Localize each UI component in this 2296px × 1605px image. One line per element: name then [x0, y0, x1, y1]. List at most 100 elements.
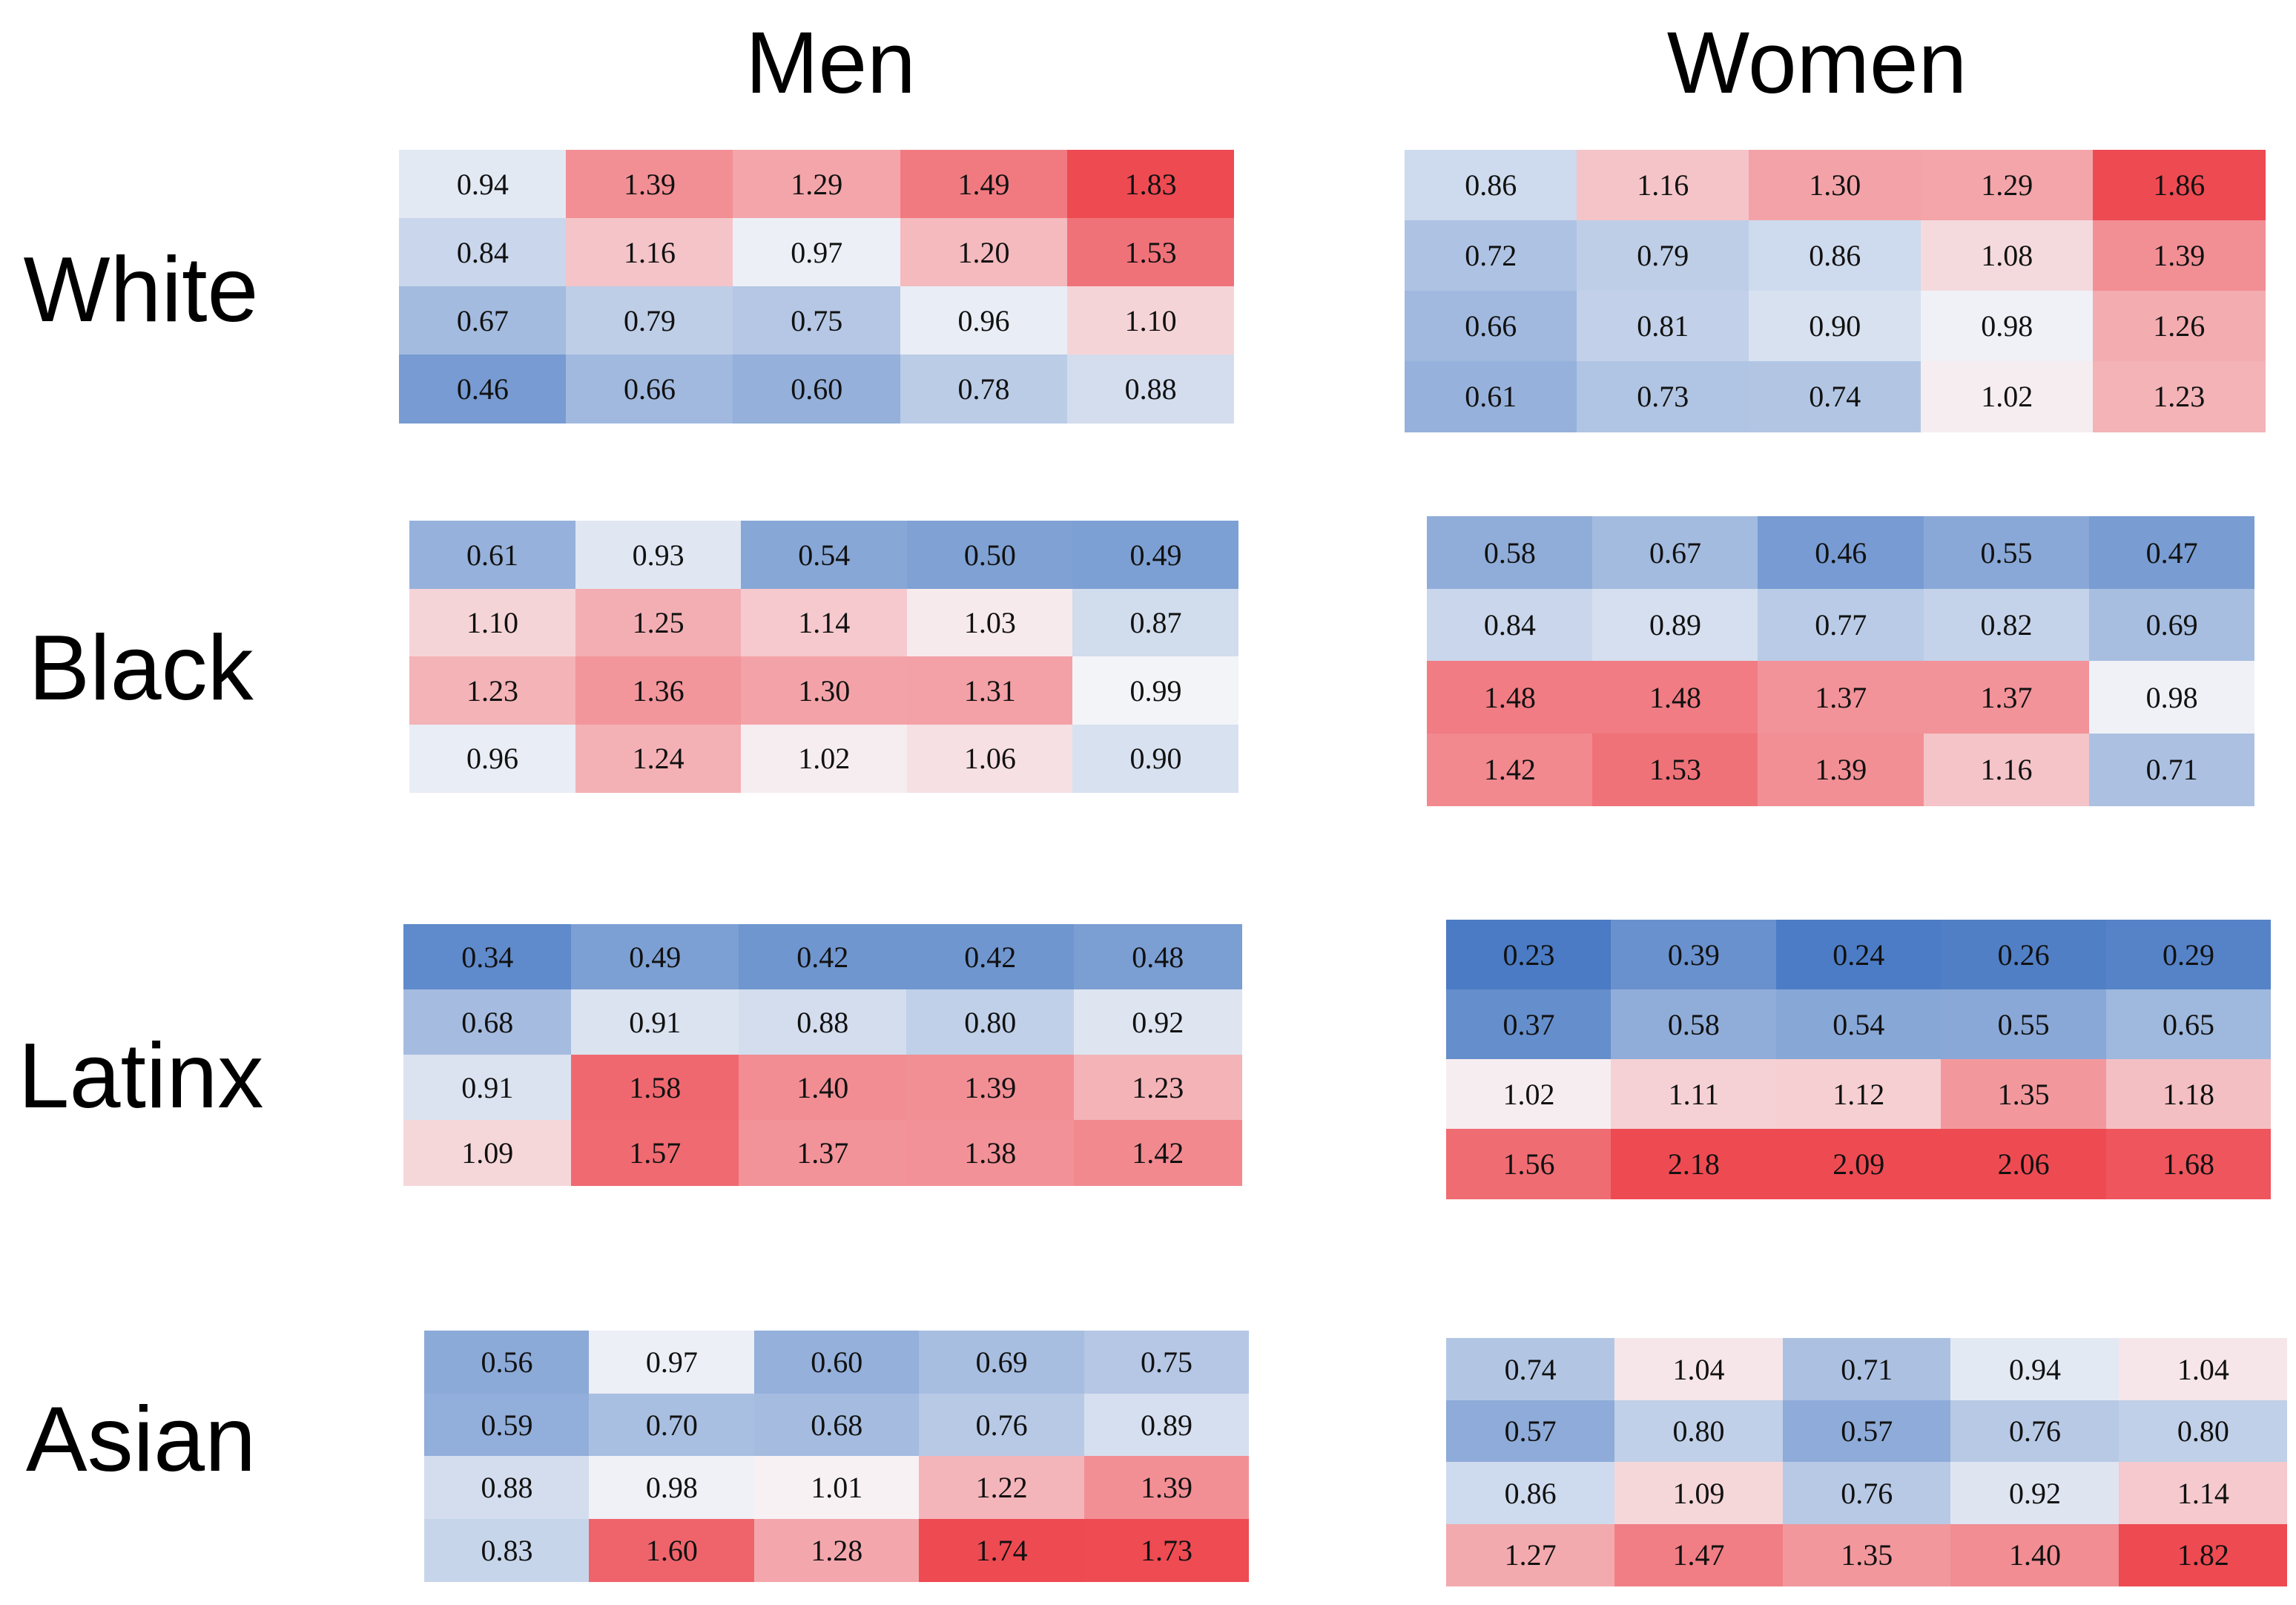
heatmap-cell: 0.46 — [1758, 516, 1924, 589]
heatmap-cell: 1.49 — [900, 150, 1068, 219]
heatmap-cell: 0.74 — [1446, 1338, 1615, 1400]
heatmap-cell: 0.60 — [733, 355, 901, 424]
heatmap-cell: 0.70 — [589, 1393, 755, 1457]
heatmap-cell: 1.53 — [1066, 218, 1235, 287]
heatmap-cell: 1.16 — [566, 218, 733, 287]
heatmap-cell: 1.11 — [1611, 1059, 1777, 1130]
heatmap-cell: 1.47 — [1614, 1523, 1784, 1586]
heatmap-cell: 0.80 — [906, 989, 1075, 1055]
heatmap-cell: 1.35 — [1941, 1059, 2107, 1130]
heatmap-cell: 0.58 — [1427, 516, 1593, 589]
heatmap-cell: 0.98 — [589, 1456, 755, 1519]
heatmap-cell: 1.74 — [919, 1518, 1085, 1582]
heatmap-cell: 1.73 — [1083, 1518, 1250, 1582]
heatmap-cell: 0.48 — [1074, 924, 1242, 990]
heatmap-cell: 1.48 — [1427, 661, 1593, 734]
heatmap-cell: 0.55 — [1923, 516, 2090, 589]
heatmap-cell: 0.86 — [1405, 150, 1577, 221]
heatmap-cell: 0.76 — [1782, 1462, 1951, 1524]
heatmap-cell: 1.39 — [566, 150, 733, 219]
heatmap-cell: 1.42 — [1427, 733, 1593, 806]
heatmap-cell: 1.40 — [739, 1055, 907, 1121]
heatmap-cell: 0.75 — [733, 286, 901, 355]
heatmap-cell: 0.50 — [906, 521, 1073, 589]
heatmap-cell: 1.82 — [2119, 1523, 2288, 1586]
heatmap-cell: 1.10 — [1066, 286, 1235, 355]
heatmap-cell: 1.02 — [1921, 361, 2094, 432]
heatmap-cell: 1.30 — [741, 656, 908, 725]
heatmap-cell: 1.12 — [1775, 1059, 1942, 1130]
heatmap-cell: 0.94 — [399, 150, 567, 219]
heatmap-cell: 0.58 — [1611, 989, 1777, 1060]
heatmap-cell: 2.18 — [1611, 1129, 1777, 1199]
heatmap-cell: 1.20 — [900, 218, 1068, 287]
heatmap-cell: 0.75 — [1083, 1331, 1250, 1394]
heatmap-cell: 1.39 — [2093, 220, 2266, 291]
heatmap-cell: 0.29 — [2105, 920, 2272, 990]
heatmap-cell: 0.98 — [1921, 291, 2094, 362]
heatmap-cell: 0.96 — [409, 724, 576, 793]
heatmap-cell: 0.68 — [753, 1393, 920, 1457]
heatmap-cell: 0.54 — [741, 521, 908, 589]
heatmap-cell: 1.83 — [1066, 150, 1235, 219]
heatmap-latinx-women: 0.23 0.39 0.24 0.26 0.29 0.37 0.58 0.54 0.55 0.65… — [1446, 920, 2272, 1199]
heatmap-cell: 1.29 — [733, 150, 901, 219]
heatmap-cell: 0.91 — [403, 1055, 572, 1121]
heatmap-cell: 2.06 — [1941, 1129, 2107, 1199]
heatmap-cell: 1.18 — [2105, 1059, 2272, 1130]
heatmap-cell: 1.27 — [1446, 1523, 1615, 1586]
heatmap-cell: 0.49 — [1072, 521, 1239, 589]
heatmap-cell: 0.78 — [900, 355, 1068, 424]
heatmap-cell: 1.31 — [906, 656, 1073, 725]
heatmap-cell: 0.86 — [1749, 220, 1921, 291]
heatmap-cell: 0.83 — [424, 1518, 590, 1582]
heatmap-white-men: 0.94 1.39 1.29 1.49 1.83 0.84 1.16 0.97 1.20 1.53… — [399, 150, 1235, 424]
heatmap-cell: 0.60 — [753, 1331, 920, 1394]
heatmap-black-men: 0.61 0.93 0.54 0.50 0.49 1.10 1.25 1.14 1.03 0.87… — [409, 521, 1239, 793]
heatmap-cell: 1.02 — [1446, 1059, 1612, 1130]
heatmap-cell: 0.92 — [1950, 1462, 2119, 1524]
heatmap-cell: 1.22 — [919, 1456, 1085, 1519]
heatmap-cell: 0.87 — [1072, 588, 1239, 657]
heatmap-cell: 0.82 — [1923, 588, 2090, 662]
heatmap-asian-women: 0.74 1.04 0.71 0.94 1.04 0.57 0.80 0.57 0.76 0.80… — [1446, 1338, 2288, 1586]
heatmap-cell: 0.84 — [399, 218, 567, 287]
heatmap-cell: 0.99 — [1072, 656, 1239, 725]
row-label-asian: Asian — [25, 1388, 257, 1491]
row-label-black: Black — [28, 617, 254, 719]
heatmap-cell: 0.76 — [1950, 1400, 2119, 1463]
heatmap-cell: 1.16 — [1577, 150, 1749, 221]
heatmap-cell: 0.73 — [1577, 361, 1749, 432]
heatmap-cell: 0.97 — [589, 1331, 755, 1394]
heatmap-cell: 1.23 — [2093, 361, 2266, 432]
heatmap-cell: 0.90 — [1072, 724, 1239, 793]
heatmap-cell: 0.57 — [1782, 1400, 1951, 1463]
heatmap-cell: 1.40 — [1950, 1523, 2119, 1586]
heatmap-cell: 0.67 — [1592, 516, 1758, 589]
heatmap-cell: 0.34 — [403, 924, 572, 990]
heatmap-cell: 0.72 — [1405, 220, 1577, 291]
heatmap-cell: 1.26 — [2093, 291, 2266, 362]
heatmap-cell: 0.80 — [1614, 1400, 1784, 1463]
heatmap-cell: 0.74 — [1749, 361, 1921, 432]
heatmap-cell: 0.57 — [1446, 1400, 1615, 1463]
heatmap-cell: 1.14 — [2119, 1462, 2288, 1524]
heatmap-cell: 1.38 — [906, 1120, 1075, 1186]
column-title-women: Women — [1666, 14, 1967, 112]
heatmap-cell: 1.57 — [571, 1120, 739, 1186]
heatmap-cell: 1.42 — [1074, 1120, 1242, 1186]
heatmap-cell: 1.25 — [575, 588, 742, 657]
heatmap-cell: 0.37 — [1446, 989, 1612, 1060]
heatmap-cell: 0.92 — [1074, 989, 1242, 1055]
heatmap-cell: 1.09 — [1614, 1462, 1784, 1524]
heatmap-cell: 0.42 — [906, 924, 1075, 990]
heatmap-black-women: 0.58 0.67 0.46 0.55 0.47 0.84 0.89 0.77 0.82 0.69… — [1427, 516, 2255, 806]
heatmap-cell: 0.86 — [1446, 1462, 1615, 1524]
heatmap-cell: 0.71 — [1782, 1338, 1951, 1400]
heatmap-cell: 0.39 — [1611, 920, 1777, 990]
heatmap-cell: 0.88 — [739, 989, 907, 1055]
heatmap-cell: 1.37 — [1923, 661, 2090, 734]
heatmap-cell: 2.09 — [1775, 1129, 1942, 1199]
heatmap-cell: 0.91 — [571, 989, 739, 1055]
heatmap-cell: 0.98 — [2088, 661, 2255, 734]
